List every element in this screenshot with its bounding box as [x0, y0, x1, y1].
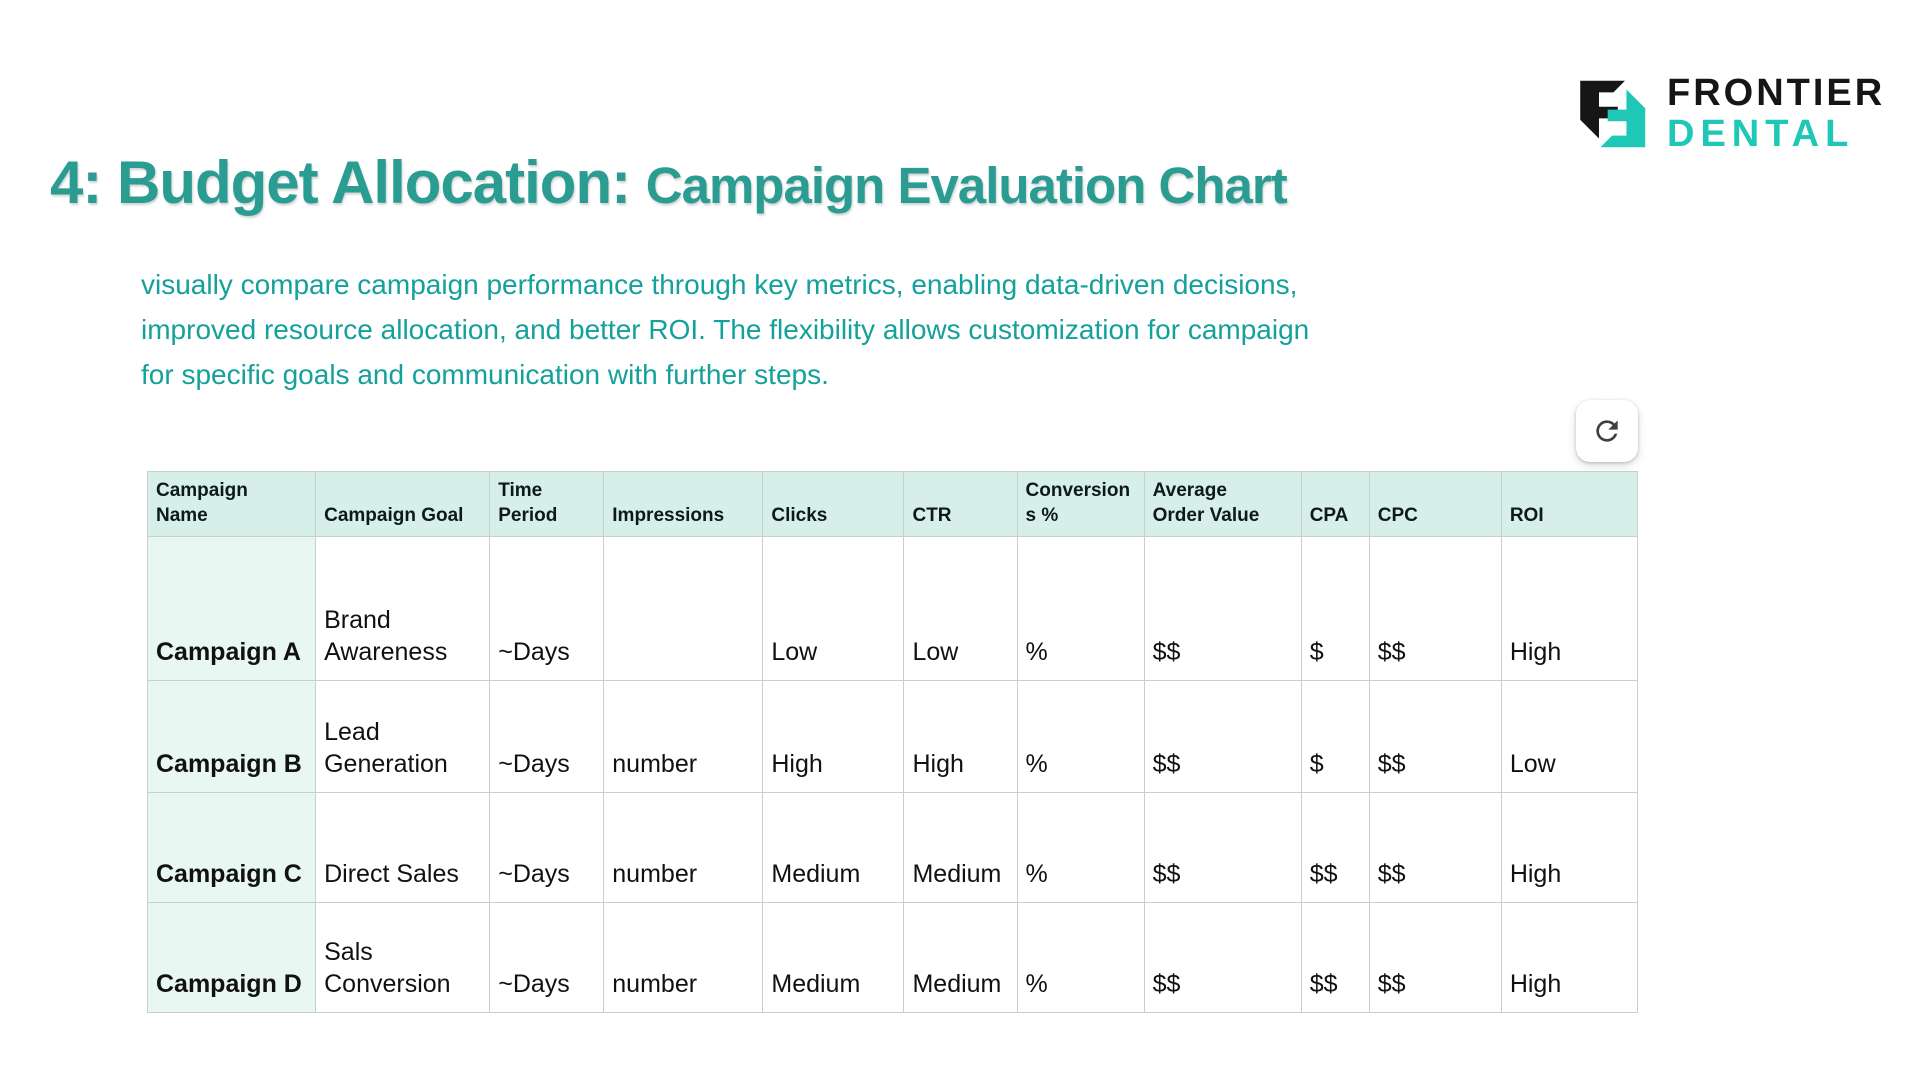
- column-header: Campaign Goal: [315, 471, 491, 537]
- table-cell: ~Days: [489, 902, 605, 1013]
- table-cell: $$: [1300, 902, 1370, 1013]
- table-cell: %: [1016, 792, 1145, 903]
- column-header: ROI: [1500, 471, 1639, 537]
- refresh-button[interactable]: [1576, 400, 1638, 462]
- table-row: Campaign A Brand Awareness ~Days Low Low% $$ $…: [146, 536, 1639, 681]
- description-line: improved resource allocation, and better…: [141, 314, 1310, 345]
- table-cell: $$: [1368, 792, 1502, 903]
- logo: FRONTIER DENTAL: [1573, 72, 1885, 156]
- table-cell: number: [603, 792, 764, 903]
- table-cell: ~Days: [489, 680, 605, 793]
- table-cell: $$: [1143, 902, 1302, 1013]
- table-row: Campaign D Sals Conversion ~Days number Medi…: [146, 902, 1639, 1013]
- column-header: CTR: [903, 471, 1018, 537]
- column-header: Average Order Value: [1143, 471, 1302, 537]
- description-line: visually compare campaign performance th…: [141, 269, 1298, 300]
- column-header: Clicks: [762, 471, 905, 537]
- campaign-table: Campaign Name Campaign Goal Time Period Impre…: [146, 471, 1639, 1013]
- table-cell: %: [1016, 680, 1145, 793]
- table-cell: Lead Generation: [315, 680, 491, 793]
- table-cell: %: [1016, 536, 1145, 681]
- table-cell: High: [1500, 536, 1639, 681]
- table-cell: Medium: [762, 902, 905, 1013]
- table-head: Campaign Name Campaign Goal Time Period Impre…: [146, 471, 1639, 537]
- table-cell: Medium: [903, 792, 1018, 903]
- table-cell: Medium: [903, 902, 1018, 1013]
- logo-text: FRONTIER DENTAL: [1667, 73, 1885, 155]
- table-cell: $$: [1143, 680, 1302, 793]
- table-cell: Medium: [762, 792, 905, 903]
- table-cell: $: [1300, 680, 1370, 793]
- table-cell: ~Days: [489, 792, 605, 903]
- table-cell: $$: [1300, 792, 1370, 903]
- table-cell: Brand Awareness: [315, 536, 491, 681]
- column-header: Campaign Name: [146, 471, 317, 537]
- column-header: CPC: [1368, 471, 1502, 537]
- column-header: Conversions %: [1016, 471, 1145, 537]
- table-cell: Direct Sales: [315, 792, 491, 903]
- table-cell: Low: [903, 536, 1018, 681]
- table-cell: $$: [1368, 536, 1502, 681]
- table-cell: Sals Conversion: [315, 902, 491, 1013]
- table-cell: Low: [1500, 680, 1639, 793]
- frontier-dental-logo-icon: [1580, 80, 1646, 148]
- table-row: Campaign C Direct Sales ~Days number Medium M…: [146, 792, 1639, 903]
- column-header: Time Period: [489, 471, 605, 537]
- table-cell: High: [903, 680, 1018, 793]
- table-cell: $: [1300, 536, 1370, 681]
- campaign-name-cell: Campaign D: [146, 902, 317, 1013]
- table-cell: $$: [1368, 902, 1502, 1013]
- table-cell: number: [603, 902, 764, 1013]
- table-cell: number: [603, 680, 764, 793]
- page-title-rest: Campaign Evaluation Chart: [645, 157, 1288, 214]
- brand-name-bottom: DENTAL: [1667, 113, 1855, 155]
- refresh-icon: [1596, 420, 1618, 442]
- campaign-name-cell: Campaign B: [146, 680, 317, 793]
- campaign-name-cell: Campaign A: [146, 536, 317, 681]
- table-body: Campaign A Brand Awareness ~Days Low Low% $$ $…: [146, 536, 1639, 1013]
- table-cell: Low: [762, 536, 905, 681]
- table-cell: High: [1500, 792, 1639, 903]
- table-row: Campaign B Lead Generation ~Days number High…: [146, 680, 1639, 793]
- table-cell: %: [1016, 902, 1145, 1013]
- description: visually compare campaign performance th…: [141, 262, 1591, 397]
- description-line: for specific goals and communication wit…: [141, 359, 829, 390]
- table-cell: [603, 536, 764, 681]
- page-title-prefix: 4: Budget Allocation:: [50, 149, 646, 216]
- brand-name-top: FRONTIER: [1667, 72, 1886, 114]
- table-cell: High: [762, 680, 905, 793]
- table-header-row: Campaign Name Campaign Goal Time Period Impre…: [146, 471, 1639, 537]
- table-cell: $$: [1368, 680, 1502, 793]
- table-cell: $$: [1143, 792, 1302, 903]
- table-cell: High: [1500, 902, 1639, 1013]
- column-header: CPA: [1300, 471, 1370, 537]
- campaign-name-cell: Campaign C: [146, 792, 317, 903]
- table-cell: $$: [1143, 536, 1302, 681]
- page-title: 4: Budget Allocation: Campaign Evaluatio…: [50, 148, 1750, 217]
- table-cell: ~Days: [489, 536, 605, 681]
- column-header: Impressions: [603, 471, 764, 537]
